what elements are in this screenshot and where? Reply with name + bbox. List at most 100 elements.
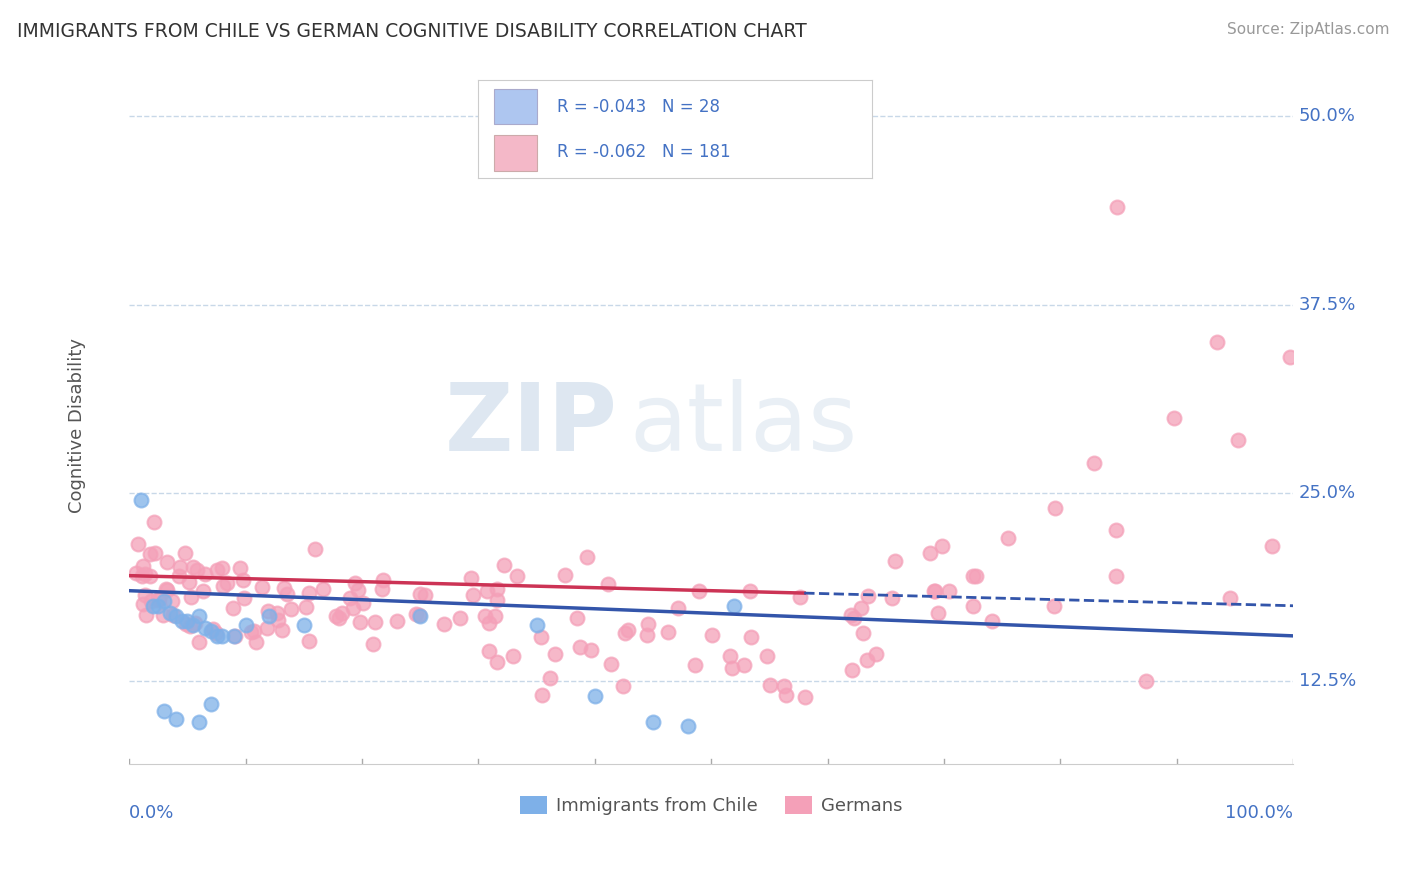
Point bbox=[965, 568, 987, 582]
Point bbox=[409, 587, 432, 601]
Point bbox=[565, 610, 588, 624]
Point bbox=[257, 609, 280, 624]
Point bbox=[409, 609, 432, 624]
Point bbox=[232, 573, 254, 587]
Point bbox=[167, 569, 190, 583]
Point bbox=[188, 714, 211, 729]
Point bbox=[576, 549, 599, 564]
Legend: Immigrants from Chile, Germans: Immigrants from Chile, Germans bbox=[513, 789, 910, 822]
Point bbox=[148, 592, 170, 607]
Point bbox=[339, 591, 361, 606]
Point bbox=[304, 541, 326, 556]
Point bbox=[328, 611, 350, 625]
Point bbox=[841, 607, 863, 622]
Point bbox=[174, 616, 197, 631]
Point bbox=[153, 704, 176, 718]
Point bbox=[134, 588, 156, 602]
Point bbox=[789, 590, 811, 604]
Point bbox=[194, 621, 217, 635]
Point bbox=[211, 579, 233, 593]
Point bbox=[200, 624, 222, 639]
Point bbox=[775, 688, 797, 702]
Point bbox=[211, 629, 233, 643]
Point bbox=[292, 618, 315, 632]
Point bbox=[773, 679, 796, 693]
Point bbox=[676, 719, 699, 733]
Point bbox=[581, 642, 603, 657]
Point bbox=[125, 566, 148, 580]
Point bbox=[918, 546, 941, 560]
Point bbox=[179, 619, 201, 633]
Point bbox=[160, 593, 183, 607]
Point bbox=[475, 584, 498, 599]
Point bbox=[484, 609, 506, 624]
Point bbox=[152, 607, 174, 622]
Point bbox=[683, 658, 706, 673]
Point bbox=[170, 614, 193, 628]
Point bbox=[981, 614, 1004, 628]
Point bbox=[143, 515, 166, 529]
Point bbox=[1105, 524, 1128, 538]
Point bbox=[273, 581, 295, 595]
Point bbox=[232, 591, 254, 605]
Point bbox=[1135, 673, 1157, 688]
Point bbox=[165, 712, 187, 726]
Point bbox=[361, 637, 384, 651]
Point bbox=[271, 623, 294, 637]
Point bbox=[433, 616, 456, 631]
Text: 12.5%: 12.5% bbox=[1299, 672, 1357, 690]
Point bbox=[657, 624, 679, 639]
Point bbox=[927, 607, 949, 621]
Point bbox=[962, 568, 984, 582]
Point bbox=[211, 560, 233, 574]
Point bbox=[759, 678, 782, 692]
FancyBboxPatch shape bbox=[494, 136, 537, 170]
Point bbox=[156, 556, 179, 570]
Point bbox=[181, 618, 204, 632]
Point bbox=[856, 653, 879, 667]
Point bbox=[155, 583, 177, 598]
Point bbox=[371, 582, 394, 596]
Point bbox=[139, 568, 162, 582]
Text: IMMIGRANTS FROM CHILE VS GERMAN COGNITIVE DISABILITY CORRELATION CHART: IMMIGRANTS FROM CHILE VS GERMAN COGNITIV… bbox=[17, 22, 807, 41]
Point bbox=[183, 616, 205, 631]
Point bbox=[413, 588, 436, 602]
Point bbox=[1226, 433, 1249, 447]
Point bbox=[343, 576, 366, 591]
Point bbox=[132, 597, 155, 611]
Point bbox=[600, 657, 623, 672]
Point bbox=[408, 608, 430, 623]
Point bbox=[882, 591, 904, 606]
Point bbox=[364, 615, 387, 629]
Point bbox=[614, 626, 637, 640]
Point bbox=[1045, 500, 1067, 515]
FancyBboxPatch shape bbox=[494, 89, 537, 124]
Text: 50.0%: 50.0% bbox=[1299, 107, 1355, 126]
Point bbox=[569, 640, 592, 654]
Point bbox=[165, 609, 187, 624]
Point bbox=[506, 569, 529, 583]
Point bbox=[666, 601, 689, 615]
Point bbox=[641, 714, 664, 729]
Point bbox=[243, 624, 266, 639]
Point bbox=[531, 688, 554, 702]
Point bbox=[188, 634, 211, 648]
Point bbox=[738, 583, 761, 598]
Text: Cognitive Disability: Cognitive Disability bbox=[67, 337, 86, 513]
Point bbox=[612, 679, 634, 693]
Point bbox=[962, 599, 984, 613]
Point bbox=[485, 593, 508, 607]
Text: 100.0%: 100.0% bbox=[1225, 805, 1294, 822]
Point bbox=[179, 574, 201, 589]
Point bbox=[485, 582, 508, 596]
Point bbox=[352, 596, 374, 610]
Point bbox=[129, 493, 152, 508]
Point bbox=[139, 594, 162, 608]
Point bbox=[385, 614, 408, 628]
Point bbox=[841, 663, 863, 677]
Point bbox=[851, 601, 873, 615]
Point bbox=[371, 573, 394, 587]
Point bbox=[702, 628, 724, 642]
Point bbox=[688, 583, 710, 598]
Point bbox=[1083, 456, 1105, 470]
